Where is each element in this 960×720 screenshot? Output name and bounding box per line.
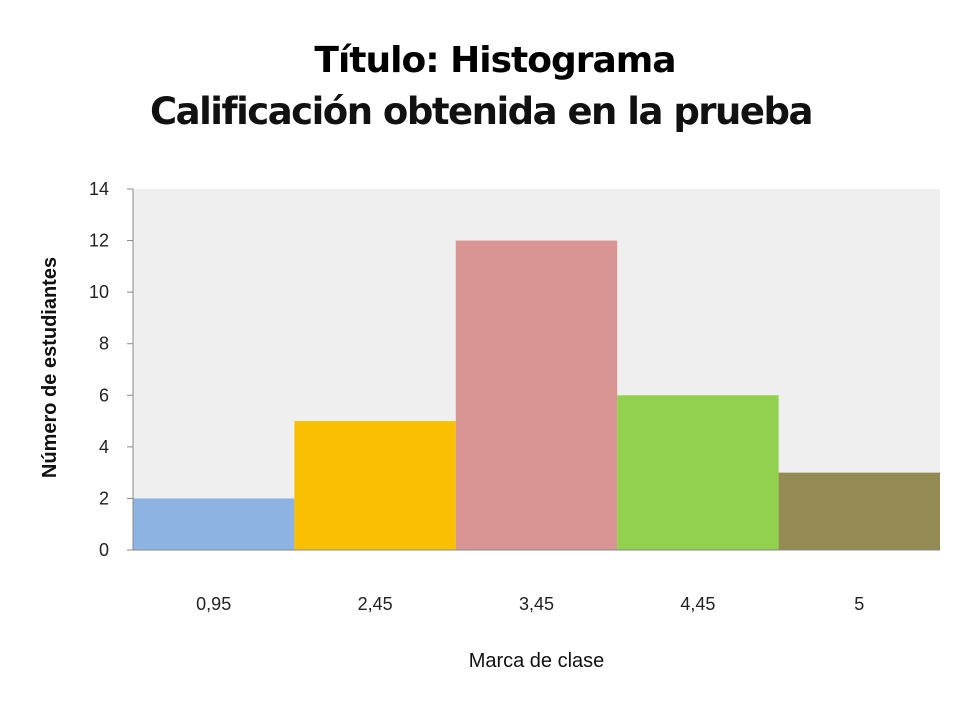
bar-3 (455, 240, 618, 551)
x-axis-label: Marca de clase (469, 650, 605, 672)
x-tick-label: 5 (854, 594, 864, 614)
chart-title: Calificación obtenida en la prueba (150, 90, 813, 133)
y-tick-label: 12 (89, 231, 109, 251)
y-tick-label: 14 (89, 179, 109, 199)
bar-5 (778, 472, 940, 550)
y-axis-label: Número de estudiantes (39, 257, 61, 478)
y-tick-label: 10 (89, 282, 109, 302)
y-tick-label: 4 (99, 437, 109, 457)
x-tick-label: 4,45 (680, 594, 715, 614)
x-tick-label: 2,45 (358, 594, 393, 614)
y-tick-label: 6 (99, 385, 109, 405)
y-tick-label: 2 (99, 488, 109, 508)
y-tick-label: 8 (99, 334, 109, 354)
bar-1 (133, 498, 295, 550)
slide-title: Título: Histograma (314, 40, 676, 81)
bar-4 (617, 395, 779, 550)
x-tick-label: 0,95 (196, 594, 231, 614)
y-tick-label: 0 (99, 540, 109, 560)
x-tick-label: 3,45 (519, 594, 554, 614)
y-ticks-group: 0 2 4 6 8 10 12 14 (89, 179, 133, 560)
bars-group (133, 240, 940, 551)
x-ticks-group: 0,95 2,45 3,45 4,45 5 (196, 594, 864, 614)
bar-2 (294, 421, 456, 550)
